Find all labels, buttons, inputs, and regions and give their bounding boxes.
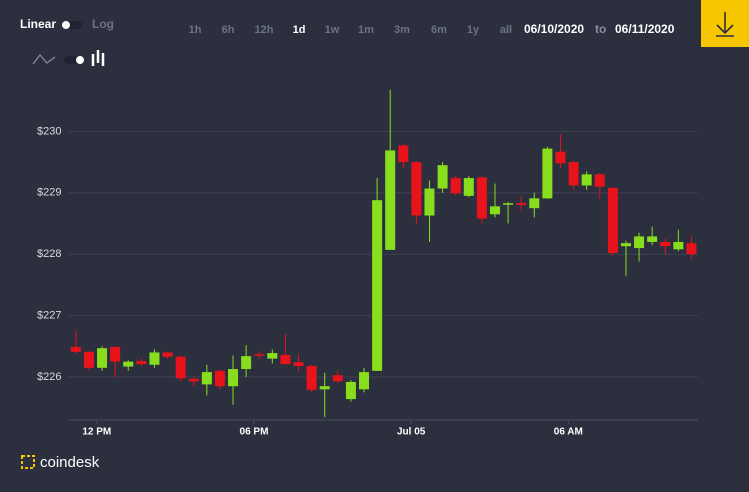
download-icon: [716, 12, 734, 37]
candle-body: [83, 351, 94, 368]
candle-body: [398, 145, 409, 163]
y-tick-label: $229: [37, 187, 61, 199]
candle-body: [411, 162, 422, 216]
candle-body: [319, 386, 330, 390]
candle-body: [188, 378, 199, 382]
range-button[interactable]: 1y: [467, 24, 480, 36]
date-to-label: to: [595, 22, 606, 36]
line-icon[interactable]: [32, 54, 56, 65]
toggle-knob: [76, 56, 84, 64]
candle-body: [581, 174, 592, 186]
candle-body: [568, 162, 579, 186]
range-button[interactable]: 6h: [222, 24, 235, 36]
candle-body: [516, 203, 527, 206]
candle-body: [686, 243, 697, 255]
candle-body: [673, 241, 684, 250]
candle-body: [424, 188, 435, 216]
candle-body: [175, 356, 186, 379]
range-button[interactable]: 1m: [358, 24, 374, 36]
candle-body: [149, 352, 160, 365]
candle-body: [529, 198, 540, 209]
range-button[interactable]: 1d: [293, 24, 306, 36]
candle-body: [463, 178, 474, 196]
candle-body: [123, 361, 134, 367]
date-until[interactable]: 06/11/2020: [615, 22, 675, 36]
candle-body: [450, 178, 461, 194]
y-tick-label: $226: [37, 371, 61, 383]
y-tick-label: $227: [37, 310, 61, 322]
candle-body: [254, 354, 265, 356]
scale-linear[interactable]: Linear: [20, 17, 56, 31]
y-tick-label: $228: [37, 248, 61, 260]
candle-body: [228, 369, 239, 387]
candle-body: [489, 206, 500, 215]
x-tick-label: 12 PM: [82, 427, 111, 438]
candle-body: [201, 372, 212, 385]
candle-body: [162, 352, 173, 357]
candle-icon[interactable]: [91, 50, 105, 66]
candle-body: [555, 151, 566, 164]
candle-body: [476, 177, 487, 219]
controls: Linear Log 06/10/2020 to 06/11/2020 coin…: [20, 0, 749, 471]
toggle-knob: [62, 21, 70, 29]
candle-body: [372, 200, 383, 371]
candle-body: [620, 243, 631, 247]
candle-body: [345, 381, 356, 400]
date-from[interactable]: 06/10/2020: [524, 22, 584, 36]
scale-log[interactable]: Log: [92, 17, 114, 31]
candle-body: [437, 165, 448, 189]
candle-body: [136, 361, 147, 365]
candle-body: [503, 203, 514, 205]
candle-body: [280, 354, 291, 365]
x-tick-label: 06 PM: [240, 427, 269, 438]
candle-body: [110, 346, 121, 362]
candle-body: [660, 241, 671, 247]
candle-body: [634, 236, 645, 249]
x-tick-label: 06 AM: [554, 427, 583, 438]
range-button[interactable]: 1w: [325, 24, 340, 36]
candle-body: [267, 353, 278, 359]
candle-body: [97, 348, 108, 368]
candle-body: [293, 362, 304, 366]
candle-body: [647, 236, 658, 242]
x-tick-label: Jul 05: [397, 427, 426, 438]
candle-body: [306, 365, 317, 390]
range-button[interactable]: 6m: [431, 24, 447, 36]
candle-body: [359, 372, 370, 390]
range-button[interactable]: 1h: [189, 24, 202, 36]
brand-name: coindesk: [40, 454, 100, 471]
candle-body: [594, 174, 605, 187]
range-button[interactable]: all: [500, 24, 512, 36]
candle-body: [542, 148, 553, 199]
candle-body: [607, 187, 618, 253]
candle-body: [241, 356, 252, 370]
candle-body: [332, 375, 343, 382]
y-tick-label: $230: [37, 125, 61, 137]
candle-body: [385, 150, 396, 250]
candle-body: [70, 346, 81, 352]
range-button[interactable]: 12h: [255, 24, 274, 36]
range-button[interactable]: 3m: [394, 24, 410, 36]
brand-logo: [21, 455, 35, 469]
candle-body: [214, 370, 225, 387]
